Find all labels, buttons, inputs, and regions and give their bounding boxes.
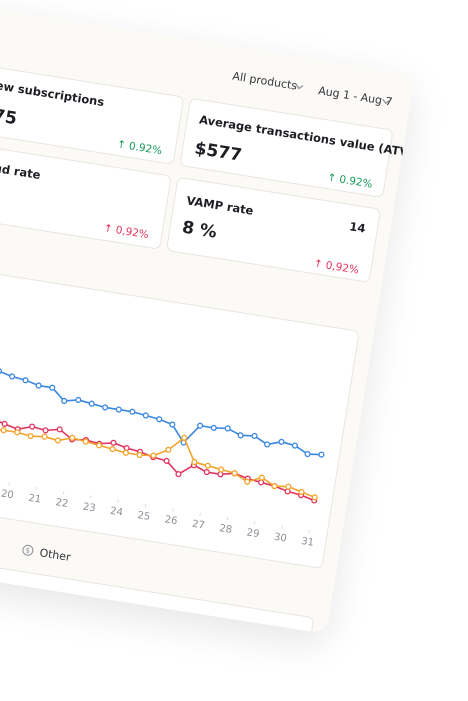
line-chart: 20 21 22 23 24 25 26 27 28 29 30 31 (0, 368, 325, 549)
data-point (27, 433, 34, 440)
data-point (165, 446, 172, 453)
data-point (169, 421, 176, 428)
data-point (109, 446, 116, 453)
data-point (258, 474, 265, 481)
data-point (204, 462, 211, 469)
data-point (54, 437, 61, 444)
data-point (129, 408, 136, 415)
data-point (318, 451, 325, 458)
data-point (237, 432, 244, 439)
chevron (295, 84, 304, 90)
data-point (163, 457, 170, 464)
data-point (264, 441, 271, 448)
data-point (285, 483, 292, 490)
data-point (0, 427, 7, 434)
x-tick-label: 30 (273, 532, 287, 545)
legend-icon-glyph: $ (25, 546, 31, 555)
data-point (75, 396, 82, 403)
date-filter[interactable]: Aug 1 - Aug 7 (317, 84, 393, 109)
data-point (231, 470, 238, 477)
x-tick-label: 24 (109, 506, 123, 519)
legend-icon (22, 544, 34, 556)
card (0, 143, 171, 249)
data-point (82, 438, 89, 445)
data-point (150, 452, 157, 459)
data-point (244, 478, 251, 485)
data-point (42, 427, 49, 434)
card-value: $75 (0, 104, 18, 129)
data-point (298, 488, 305, 496)
data-point (136, 451, 143, 459)
data-point (88, 400, 95, 407)
card-count: 14 (348, 219, 366, 235)
x-tick-label: 26 (164, 514, 178, 527)
x-tick-label: 27 (191, 519, 205, 532)
data-point (49, 384, 56, 391)
card (166, 177, 381, 282)
dashboard: All products Aug 1 - Aug 7 New subscript… (0, 64, 414, 635)
x-tick-label: 25 (137, 510, 151, 523)
data-point (22, 377, 29, 384)
data-point (175, 471, 182, 478)
data-point (251, 432, 258, 439)
chevron (382, 98, 391, 105)
card (0, 64, 184, 164)
data-point (278, 438, 285, 445)
x-tick-label: 29 (246, 527, 260, 540)
data-point (210, 424, 217, 431)
data-point (311, 494, 318, 501)
data-point (0, 368, 2, 375)
data-point (102, 404, 109, 411)
data-point (224, 425, 231, 432)
data-point (191, 459, 198, 466)
data-point (9, 373, 16, 380)
product-filter[interactable]: All products (232, 70, 299, 93)
data-point (96, 442, 103, 449)
x-tick-label: 22 (55, 497, 69, 510)
data-point (122, 449, 129, 456)
data-point (156, 416, 163, 423)
data-point (1, 420, 8, 427)
data-point (291, 442, 298, 449)
data-point (41, 433, 48, 440)
data-point (271, 483, 278, 490)
data-point (203, 469, 210, 476)
dashboard-panel: All products Aug 1 - Aug 7 New subscript… (0, 64, 415, 635)
x-tick-label: 31 (300, 536, 314, 549)
data-point (115, 406, 122, 413)
data-point (218, 466, 225, 473)
data-point (142, 412, 149, 419)
data-point (304, 451, 311, 458)
data-point (56, 426, 63, 433)
data-point (35, 382, 42, 389)
chart-card (0, 240, 359, 569)
data-point (110, 439, 117, 446)
data-point (197, 422, 204, 429)
x-tick-label: 23 (82, 501, 96, 514)
data-point (181, 434, 188, 441)
x-tick-label: 20 (0, 488, 14, 501)
card (180, 98, 393, 198)
x-tick-label: 28 (219, 523, 233, 536)
data-point (61, 397, 68, 404)
legend-label[interactable]: Other (39, 546, 72, 564)
data-point (29, 423, 36, 430)
data-point (69, 434, 76, 441)
data-point (14, 429, 21, 436)
x-tick-label: 21 (27, 493, 41, 506)
